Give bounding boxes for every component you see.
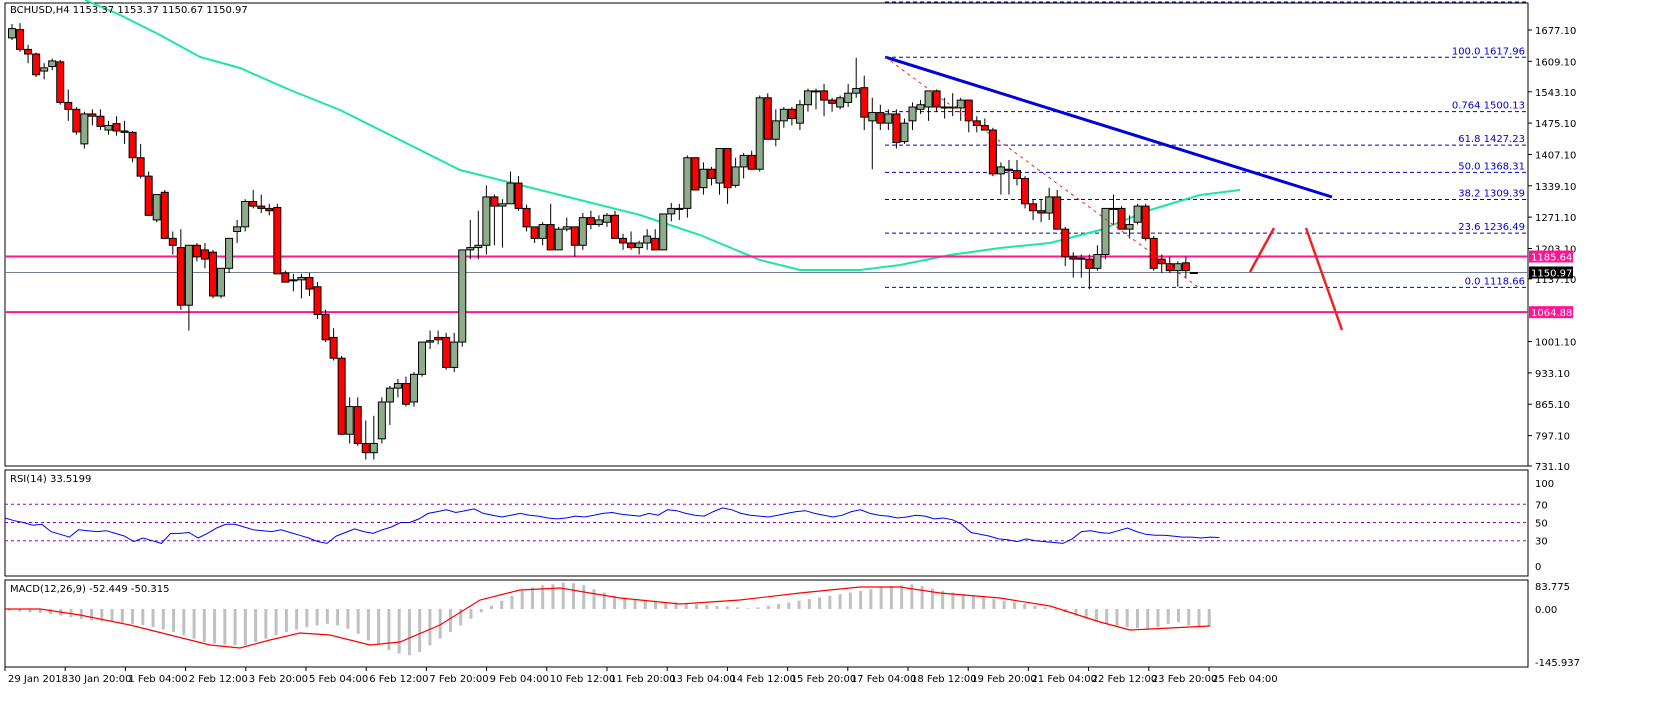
time-tick: 18 Feb 12:00 [911,674,977,685]
up-arrow-stroke [1248,227,1276,273]
rsi-tick: 0 [1535,562,1541,573]
time-tick: 1 Feb 04:00 [128,674,187,685]
fib-level-label: 50.0 1368.31 [1458,161,1525,172]
time-tick: 22 Feb 12:00 [1092,674,1158,685]
price-tick: 933.10 [1535,369,1570,380]
last-price-tag [1529,266,1573,279]
time-tick: 19 Feb 20:00 [971,674,1037,685]
macd-indicator [5,582,1211,656]
fib-level-label: 61.8 1427.23 [1458,134,1525,145]
fib-level-label: 0.764 1500.13 [1452,101,1525,112]
fib-level-label: 100.0 1617.96 [1452,46,1525,57]
moving-average-line [84,0,1241,271]
support-price-tag [1529,306,1573,319]
time-tick: 17 Feb 04:00 [851,674,917,685]
time-tick: 7 Feb 20:00 [429,674,488,685]
price-tick: 1203.10 [1535,244,1576,255]
macd-tick: 0.00 [1535,605,1557,616]
price-tick: 1677.10 [1535,26,1576,37]
downtrend-line [884,55,1333,199]
rsi-indicator [4,503,1528,544]
time-tick: 3 Feb 20:00 [249,674,308,685]
time-tick: 15 Feb 20:00 [791,674,857,685]
fib-level-label: 0.0 1118.66 [1465,276,1525,287]
time-tick: 10 Feb 12:00 [550,674,616,685]
rsi-tick: 50 [1535,519,1548,530]
price-tick: 1475.10 [1535,119,1576,130]
price-tick: 1609.10 [1535,57,1576,68]
fib-level-label: 38.2 1309.39 [1458,188,1525,199]
price-tick: 1001.10 [1535,338,1576,349]
symbol-header: BCHUSD,H4 1153.37 1153.37 1150.67 1150.9… [10,5,248,16]
price-tick: 797.10 [1535,432,1570,443]
price-tick: 1543.10 [1535,88,1576,99]
macd-tick: -145.937 [1535,658,1580,669]
price-tick: 865.10 [1535,400,1570,411]
macd-tick: 83.775 [1535,582,1570,593]
time-tick: 5 Feb 04:00 [309,674,368,685]
time-tick: 9 Feb 04:00 [490,674,549,685]
macd-label: MACD(12,26,9) -52.449 -50.315 [10,584,170,595]
price-tick: 1339.10 [1535,182,1576,193]
time-tick: 23 Feb 20:00 [1152,674,1218,685]
svg-text:1150.97: 1150.97 [1531,268,1572,279]
time-tick: 29 Jan 2018 [8,674,68,685]
down-arrow-stroke [1304,227,1344,331]
time-tick: 30 Jan 20:00 [68,674,131,685]
price-tick: 1137.10 [1535,275,1576,286]
time-tick: 21 Feb 04:00 [1031,674,1097,685]
svg-text:1064.88: 1064.88 [1531,308,1572,319]
axes: 1677.10 1609.10 1543.10 1475.10 1407.10 1339.… [4,26,1580,685]
rsi-label: RSI(14) 33.5199 [10,474,91,485]
rsi-tick: 100 [1535,479,1554,490]
time-tick: 2 Feb 12:00 [189,674,248,685]
time-tick: 13 Feb 04:00 [670,674,736,685]
price-tick: 1271.10 [1535,213,1576,224]
price-tick: 1407.10 [1535,150,1576,161]
time-tick: 11 Feb 20:00 [610,674,676,685]
rsi-tick: 70 [1535,500,1548,511]
trend-lines [884,55,1344,331]
resistance-price-tag [1529,250,1573,263]
candlesticks [8,23,1198,460]
fib-diagonal [884,56,1199,288]
time-tick: 6 Feb 12:00 [369,674,428,685]
fib-level-label: 23.6 1236.49 [1458,222,1525,233]
main-panel-frame [4,2,1529,467]
rsi-tick: 30 [1535,537,1548,548]
time-tick: 14 Feb 12:00 [730,674,796,685]
macd-panel-frame [4,579,1529,668]
time-tick: 25 Feb 04:00 [1212,674,1278,685]
fibonacci-levels: 100.0 1617.96 0.764 1500.13 61.8 1427.23 50… [885,1,1528,288]
price-tick: 731.10 [1535,462,1570,473]
support-resistance-lines [5,255,1528,314]
svg-text:1185.64: 1185.64 [1531,253,1572,264]
